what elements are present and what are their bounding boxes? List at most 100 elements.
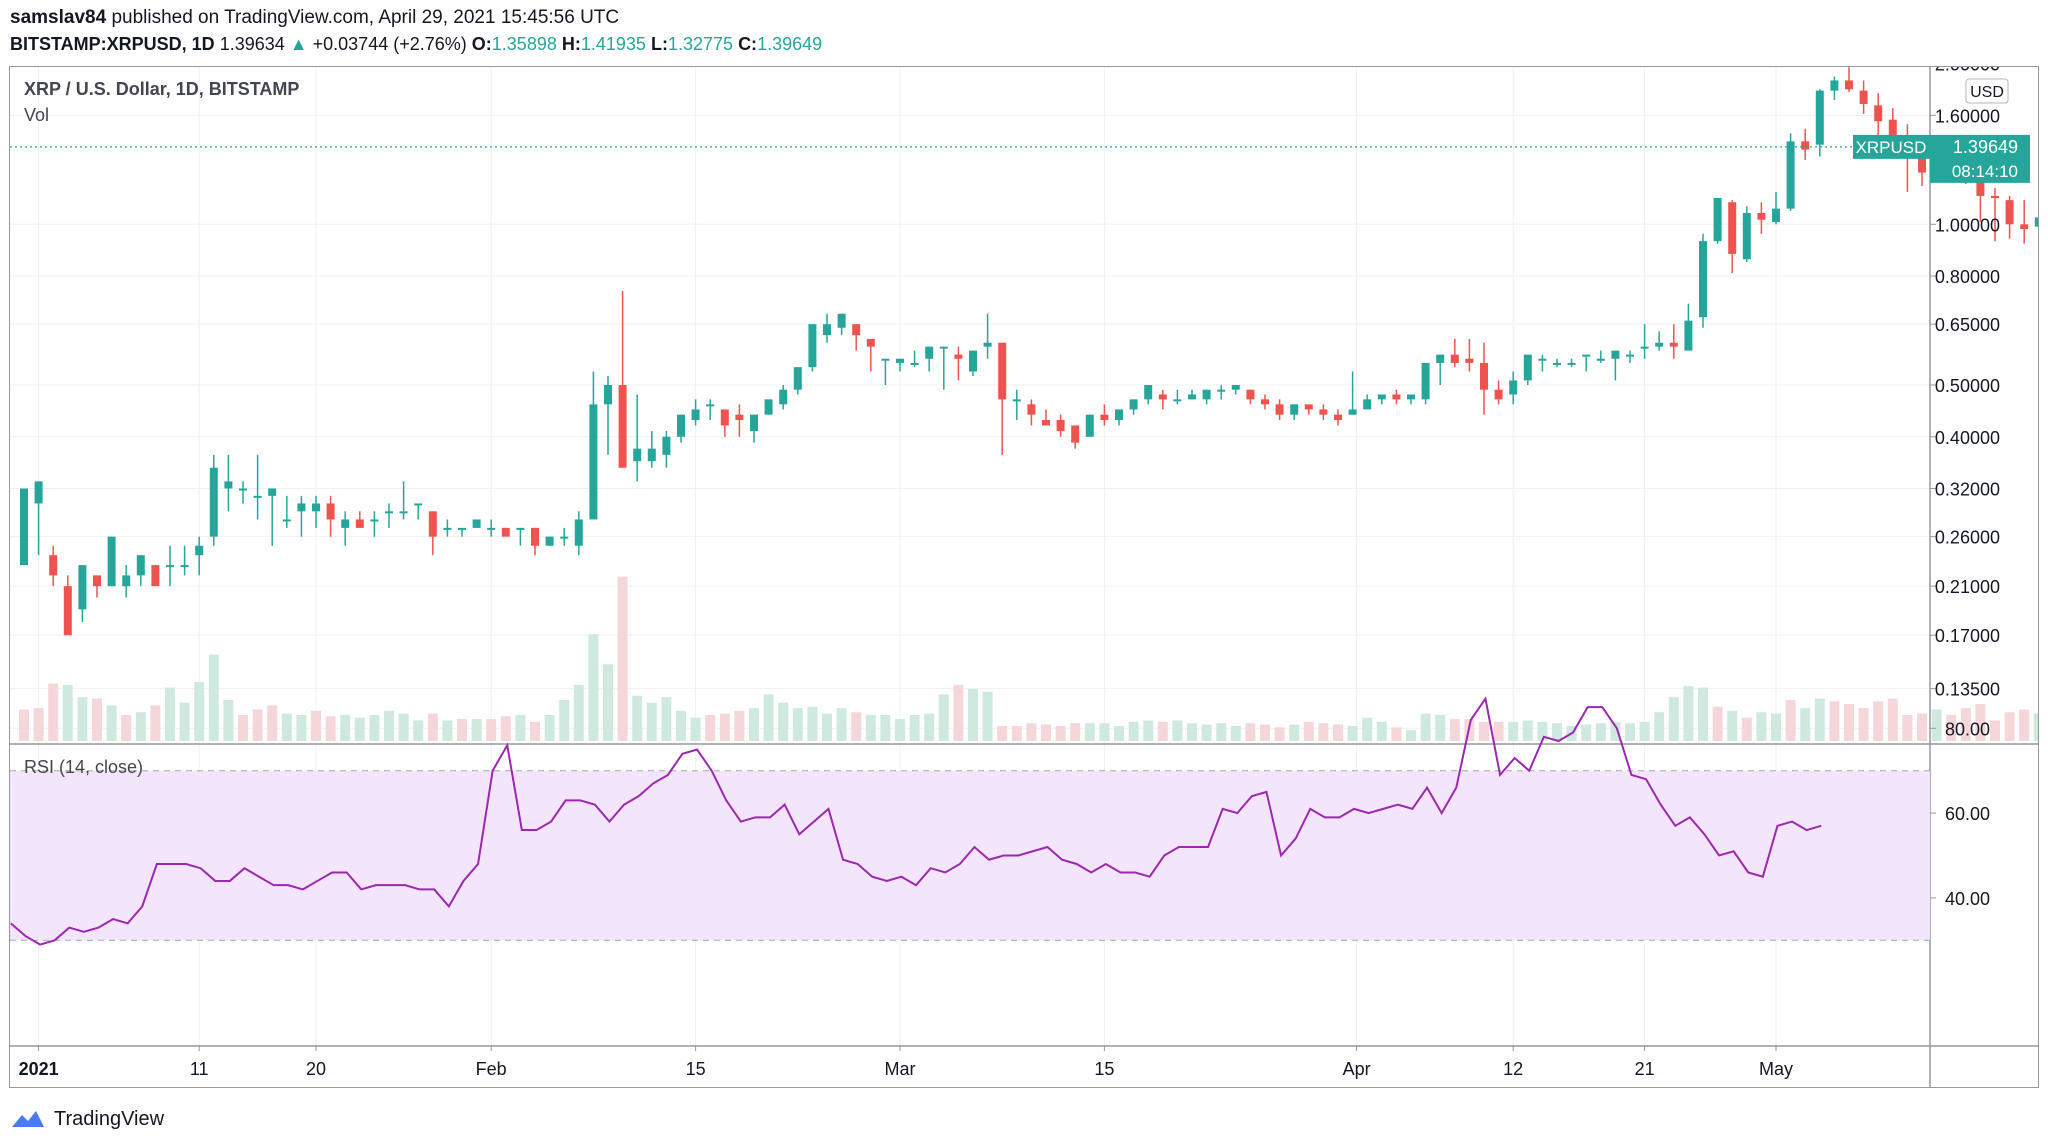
chart-title: XRP / U.S. Dollar, 1D, BITSTAMP xyxy=(24,79,300,99)
volume-bar xyxy=(340,714,351,741)
candle xyxy=(735,404,744,437)
candle xyxy=(633,394,642,482)
volume-bar xyxy=(238,714,248,741)
volume-bar xyxy=(895,719,905,741)
tradingview-logo-icon[interactable] xyxy=(10,1107,46,1131)
volume-bar xyxy=(296,714,307,741)
candle xyxy=(1188,389,1196,400)
tradingview-brand[interactable]: TradingView xyxy=(54,1107,165,1130)
volume-bar xyxy=(851,712,862,741)
candle xyxy=(910,350,919,368)
candle xyxy=(1421,362,1430,405)
candle xyxy=(1655,331,1664,351)
candle xyxy=(1757,202,1766,234)
candle-body xyxy=(910,362,919,365)
candle-body xyxy=(1377,394,1386,400)
candle-body xyxy=(1845,80,1853,90)
volume-bar xyxy=(763,694,774,741)
candle-body xyxy=(1027,404,1036,415)
volume-bar xyxy=(1230,725,1241,741)
volume-bar xyxy=(1537,721,1548,741)
volume-bar xyxy=(1274,727,1285,741)
price-tick-label: 0.80000 xyxy=(1935,267,2000,287)
candle-body xyxy=(93,575,101,587)
candle xyxy=(341,511,350,546)
volume-bar xyxy=(734,710,745,741)
volume-bar xyxy=(1143,720,1154,741)
candle xyxy=(107,536,116,587)
ohlc-bar: BITSTAMP:XRPUSD, 1D 1.39634 ▲ +0.03744 (… xyxy=(10,32,822,56)
time-tick-label: May xyxy=(1759,1059,1793,1079)
publish-info: samslav84 published on TradingView.com, … xyxy=(10,6,619,30)
candle xyxy=(2005,195,2014,239)
price-tick-label: 0.32000 xyxy=(1935,480,2000,500)
time-tick-label: 2021 xyxy=(19,1059,59,1079)
candle xyxy=(691,399,700,426)
volume-bar xyxy=(1639,721,1650,741)
volume-bar xyxy=(62,684,73,741)
volume-bar xyxy=(369,714,380,741)
price-tick-label: 2.00000 xyxy=(1935,67,2000,75)
candle-body xyxy=(954,354,963,359)
candle xyxy=(501,527,510,537)
candle xyxy=(516,527,525,546)
volume-bar xyxy=(1917,713,1927,741)
candle-body xyxy=(1115,409,1123,420)
currency-label: USD xyxy=(1970,84,2004,101)
candle-body xyxy=(20,488,28,566)
candle xyxy=(1596,350,1605,363)
candle-body xyxy=(122,575,131,587)
volume-bar xyxy=(1084,723,1095,741)
candle-body xyxy=(793,367,802,390)
volume-bar xyxy=(1362,717,1373,741)
volume-bar xyxy=(2033,713,2038,741)
candle-body xyxy=(1815,90,1824,145)
candle xyxy=(239,481,247,504)
volume-bar xyxy=(1800,708,1811,741)
candle-body xyxy=(1334,414,1342,420)
volume-bar xyxy=(179,702,190,741)
rsi-band xyxy=(10,770,1930,941)
volume-bar xyxy=(223,699,234,741)
candle-body xyxy=(852,324,861,336)
volume-bar xyxy=(1873,701,1884,741)
price-badge-countdown: 08:14:10 xyxy=(1952,162,2018,181)
price-tick-label: 0.17000 xyxy=(1935,626,2000,646)
candle xyxy=(1100,404,1109,426)
candle-body xyxy=(268,488,277,496)
candle-body xyxy=(750,414,758,432)
close-value: 1.39649 xyxy=(757,34,823,54)
volume-bar xyxy=(661,697,672,741)
candle xyxy=(487,519,496,537)
candle-body xyxy=(428,511,437,537)
candle-body xyxy=(107,536,116,587)
candle xyxy=(1728,200,1737,274)
candle xyxy=(122,565,131,598)
candle-body xyxy=(1042,419,1050,426)
candle-body xyxy=(1640,346,1649,349)
volume-bar xyxy=(1844,704,1854,741)
candle-body xyxy=(1684,320,1693,351)
volume-bar xyxy=(1026,723,1037,741)
open-value: 1.35898 xyxy=(491,34,557,54)
candle-body xyxy=(385,511,393,514)
candle xyxy=(589,371,598,520)
candle xyxy=(1027,399,1036,426)
candle-body xyxy=(1538,358,1547,361)
volume-bar xyxy=(924,713,935,741)
volume-bar xyxy=(77,697,88,741)
candle-body xyxy=(574,519,583,546)
candle-body xyxy=(1742,212,1751,260)
chart-container[interactable]: 2.00000 1.60000 1.00000 0.80000 0.65000 0.500… xyxy=(9,66,2039,1088)
candle-body xyxy=(531,527,539,546)
candle xyxy=(1056,414,1065,437)
volume-bar xyxy=(1479,721,1489,741)
candle xyxy=(1480,342,1488,415)
candle-body xyxy=(1830,80,1839,91)
candle xyxy=(253,454,262,520)
time-tick-label: Feb xyxy=(476,1059,507,1079)
author-name[interactable]: samslav84 xyxy=(10,7,107,28)
chart-canvas[interactable]: 2.00000 1.60000 1.00000 0.80000 0.65000 0.500… xyxy=(10,67,2038,1087)
volume-bar xyxy=(573,684,584,741)
price-tick-label: 1.00000 xyxy=(1935,215,2000,235)
